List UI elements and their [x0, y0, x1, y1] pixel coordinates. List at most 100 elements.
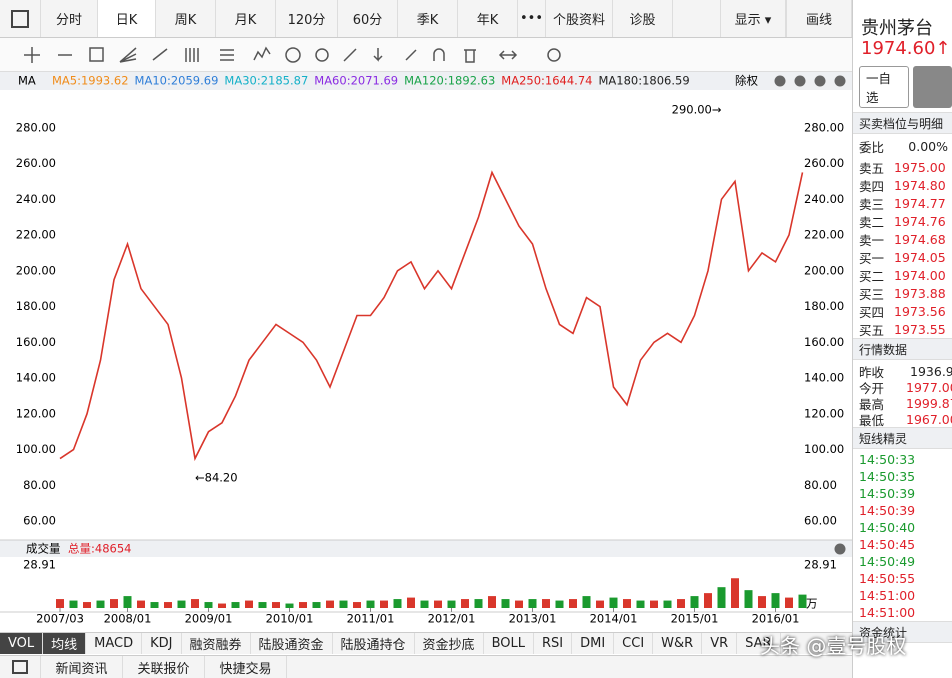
book-row: 买二 1974.00: [853, 266, 952, 284]
period-tab[interactable]: 年K: [458, 0, 518, 37]
indicator-tab[interactable]: 陆股通持仓: [333, 633, 415, 654]
book-label: 买五: [859, 322, 885, 338]
period-tab[interactable]: 季K: [398, 0, 458, 37]
period-tab[interactable]: 分时: [41, 0, 98, 37]
volume-bar: [636, 600, 645, 608]
volume-bar: [245, 600, 253, 608]
volume-bar: [312, 602, 321, 608]
period-tab[interactable]: 个股资料: [546, 0, 613, 37]
indicator-tab[interactable]: KDJ: [142, 633, 182, 654]
volume-bar: [798, 594, 807, 608]
book-row: 买一 1974.05: [853, 248, 952, 266]
book-price: 1974.00: [894, 267, 946, 283]
indicator-tab[interactable]: MACD: [86, 633, 143, 654]
volume-bar: [717, 587, 726, 608]
indicator-tab[interactable]: 资金抄底: [415, 633, 484, 654]
book-row: 买三 1973.88: [853, 284, 952, 302]
tool[interactable]: [253, 45, 271, 60]
indicator-tab[interactable]: SAR: [737, 633, 781, 654]
bottom-tab[interactable]: 新闻资讯: [41, 656, 123, 678]
bottom-tab[interactable]: 关联报价: [123, 656, 205, 678]
tool[interactable]: [119, 46, 137, 63]
icon[interactable]: [794, 75, 806, 87]
fuquan[interactable]: 除权: [735, 74, 758, 88]
annotation: 290.00→: [672, 102, 722, 116]
draw-tools: [24, 45, 561, 63]
icon[interactable]: [834, 543, 846, 555]
volume-header-bg: [0, 540, 852, 557]
book-price: 1973.55: [894, 321, 946, 337]
tool[interactable]: [433, 47, 445, 61]
y-tick-label-right: 220.00: [804, 228, 844, 242]
indicator-tab[interactable]: BOLL: [484, 633, 534, 654]
tool[interactable]: [152, 47, 168, 61]
period-tab[interactable]: 120分: [276, 0, 338, 37]
annotation: ←84.20: [195, 470, 238, 484]
volume-bar: [326, 600, 334, 608]
tool[interactable]: [373, 47, 383, 62]
volume-bar: [204, 602, 213, 608]
panel-icon[interactable]: [0, 656, 41, 678]
tool-tab[interactable]: 显示 ▾: [720, 0, 786, 37]
period-tab[interactable]: 60分: [338, 0, 398, 37]
indicator-tab[interactable]: RSI: [534, 633, 573, 654]
tool[interactable]: [315, 47, 329, 62]
volume-bar: [83, 602, 91, 608]
volume-bar: [528, 599, 537, 608]
vol-tick-label-right: 28.91: [804, 558, 837, 572]
volume-bar: [663, 600, 672, 608]
period-tab[interactable]: 月K: [216, 0, 276, 37]
icon[interactable]: [834, 75, 846, 87]
y-tick-label-right: 60.00: [804, 514, 837, 528]
vol-tick-label: 28.91: [23, 558, 56, 572]
period-tab[interactable]: 日K: [98, 0, 156, 37]
indicator-tab[interactable]: W&R: [653, 633, 703, 654]
ma-title: MA: [18, 74, 36, 88]
value: 0.00%: [908, 138, 948, 154]
y-tick-label-right: 120.00: [804, 406, 844, 420]
ma-legend-item: MA5:1993.62: [52, 74, 129, 88]
volume-bar: [110, 599, 118, 608]
market-row: 今开 1977.00: [853, 379, 952, 396]
period-tab[interactable]: •••: [518, 0, 546, 37]
ma-legend-item: MA30:2185.87: [224, 74, 308, 88]
market-label: 最高: [859, 396, 885, 412]
indicator-tab[interactable]: VOL: [0, 633, 44, 654]
period-tab[interactable]: 周K: [156, 0, 216, 37]
book-row: 卖四 1974.80: [853, 176, 952, 194]
tool[interactable]: [498, 49, 518, 60]
indicator-tab[interactable]: DMI: [572, 633, 615, 654]
x-tick-label: 2008/01: [104, 612, 152, 626]
tool[interactable]: [185, 47, 199, 62]
flash-list: 14:50:33 14:50:35 14:50:39 14:50:39 14:50:40…: [853, 449, 952, 621]
period-tab[interactable]: 诊股: [613, 0, 673, 37]
y-tick-label: 60.00: [23, 514, 56, 528]
icon[interactable]: [814, 75, 826, 87]
tool[interactable]: [547, 47, 561, 62]
flash-time: 14:50:35: [859, 469, 916, 484]
tool[interactable]: [343, 47, 357, 62]
indicator-tab[interactable]: CCI: [614, 633, 654, 654]
order-book: 卖五 1975.00 卖四 1974.80 卖三 1974.77 卖二 1974.76 卖一 19…: [853, 158, 952, 338]
y-tick-label: 100.00: [16, 442, 56, 456]
y-tick-label-right: 160.00: [804, 335, 844, 349]
bottom-tab[interactable]: 快捷交易: [205, 656, 287, 678]
indicator-tab[interactable]: 融资融券: [182, 633, 251, 654]
indicator-tab[interactable]: 陆股通资金: [251, 633, 333, 654]
tool[interactable]: [89, 46, 104, 62]
tool[interactable]: [464, 48, 476, 63]
tool[interactable]: [24, 46, 40, 63]
indicator-tab[interactable]: 均线: [43, 633, 87, 654]
icon[interactable]: [774, 75, 786, 87]
watchlist-button[interactable]: 一自选: [859, 66, 910, 108]
tool[interactable]: [220, 48, 234, 61]
book-price: 1973.56: [894, 303, 946, 319]
indicator-tab[interactable]: VR: [702, 633, 738, 654]
volume-bar: [272, 602, 280, 608]
tool-tab[interactable]: 画线: [786, 0, 852, 37]
button[interactable]: [913, 66, 952, 108]
panel-icon[interactable]: [0, 0, 41, 37]
tool[interactable]: [285, 46, 301, 63]
market-value: 1936.99: [910, 363, 952, 379]
tool[interactable]: [405, 48, 417, 61]
